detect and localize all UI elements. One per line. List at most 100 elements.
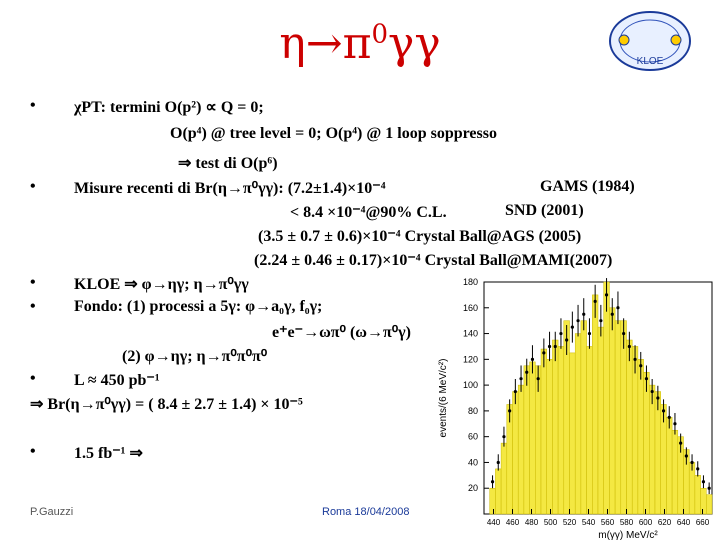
- data-point: [661, 409, 666, 413]
- bullet-2: •: [30, 178, 36, 195]
- line-fondo2: (2) φ→ηγ; η→π⁰π⁰π⁰: [122, 348, 268, 365]
- bullet-6: •: [30, 443, 36, 460]
- y-tick-label: 140: [463, 329, 478, 339]
- data-point: [496, 460, 500, 465]
- data-point: [639, 364, 643, 368]
- histogram-bar: [495, 468, 502, 515]
- data-point: [519, 377, 523, 381]
- bullet-4: •: [30, 298, 36, 315]
- line-cb-mami: (2.24 ± 0.46 ± 0.17)×10⁻⁴ Crystal Ball@M…: [254, 252, 613, 269]
- histogram-bar: [489, 487, 496, 515]
- x-tick-label: 600: [639, 518, 653, 527]
- histogram-bar: [540, 348, 547, 515]
- y-tick-label: 100: [463, 380, 478, 390]
- line-br-result: ⇒ Br(η→π⁰γγ) = ( 8.4 ± 2.7 ± 1.4) × 10⁻⁵: [30, 396, 303, 413]
- line-snd: SND (2001): [505, 202, 584, 219]
- data-point: [582, 312, 586, 316]
- data-point: [622, 331, 626, 336]
- data-point: [679, 441, 683, 445]
- histogram-bar: [546, 359, 553, 515]
- histogram-bar: [569, 352, 576, 515]
- x-tick-label: 520: [563, 518, 577, 527]
- x-axis-label: m(γγ) MeV/c²: [598, 530, 658, 540]
- x-tick-label: 540: [582, 518, 596, 527]
- data-point: [616, 306, 620, 310]
- data-point: [701, 480, 706, 484]
- line-op4: O(p⁴) @ tree level = 0; O(p⁴) @ 1 loop s…: [170, 125, 497, 142]
- bullet-1: •: [30, 97, 36, 114]
- x-tick-label: 500: [544, 518, 558, 527]
- histogram-bar: [523, 365, 530, 515]
- histogram-bar: [649, 384, 656, 515]
- data-point: [559, 331, 563, 336]
- data-point: [627, 344, 631, 349]
- data-point: [547, 344, 552, 349]
- y-tick-label: 80: [468, 406, 478, 416]
- histogram-bar: [592, 294, 599, 515]
- line-future: 1.5 fb⁻¹ ⇒: [74, 445, 143, 462]
- kloe-logo: KLOE: [609, 11, 691, 71]
- histogram-bar: [552, 339, 559, 515]
- data-point: [656, 396, 660, 400]
- x-tick-label: 460: [506, 518, 520, 527]
- x-tick-label: 560: [601, 518, 615, 527]
- data-point: [610, 312, 614, 316]
- line-chipt: χPT: termini O(p²) ∝ Q = 0;: [74, 99, 264, 116]
- data-point: [650, 389, 654, 394]
- y-axis-label: events/(6 MeV/c²): [438, 359, 449, 438]
- data-point: [502, 435, 506, 439]
- y-tick-label: 120: [463, 354, 478, 364]
- line-test: ⇒ test di O(p⁶): [178, 155, 278, 172]
- data-point: [633, 357, 637, 361]
- histogram-bar: [557, 346, 565, 515]
- logo-text: KLOE: [637, 56, 664, 67]
- data-point: [604, 293, 609, 297]
- histogram-bar: [603, 281, 610, 515]
- footer-date: Roma 18/04/2008: [322, 506, 410, 518]
- data-point: [508, 409, 512, 413]
- y-tick-label: 60: [468, 432, 478, 442]
- x-tick-label: 440: [487, 518, 501, 527]
- histogram-bar: [637, 359, 644, 515]
- histogram-bar: [620, 320, 627, 515]
- y-tick-label: 20: [468, 483, 478, 493]
- footer-author: P.Gauzzi: [30, 506, 74, 518]
- data-point: [553, 344, 557, 349]
- data-point: [667, 415, 671, 419]
- data-point: [696, 467, 700, 471]
- line-fondo: Fondo: (1) processi a 5γ: φ→a₀γ, f₀γ;: [74, 298, 323, 315]
- line-gams: GAMS (1984): [540, 178, 635, 195]
- line-lumi: L ≈ 450 pb⁻¹: [74, 372, 160, 389]
- data-point: [587, 331, 592, 336]
- data-point: [570, 325, 574, 329]
- histogram-bar: [626, 339, 633, 515]
- x-tick-label: 660: [696, 518, 710, 527]
- bullet-3: •: [30, 274, 36, 291]
- line-misure: Misure recenti di Br(η→π⁰γγ): (7.2±1.4)×…: [74, 180, 386, 197]
- data-point: [690, 460, 694, 465]
- x-tick-label: 640: [677, 518, 691, 527]
- data-point: [576, 319, 580, 323]
- histogram-bar: [706, 494, 713, 515]
- data-point: [542, 351, 546, 355]
- x-tick-label: 580: [620, 518, 634, 527]
- histogram-bar: [529, 361, 536, 515]
- data-point: [593, 299, 597, 303]
- histogram-bar: [694, 475, 701, 515]
- bullet-5: •: [30, 370, 36, 387]
- line-cb-ags: (3.5 ± 0.7 ± 0.6)×10⁻⁴ Crystal Ball@AGS …: [258, 228, 582, 245]
- histogram-bar: [574, 333, 582, 515]
- x-tick-label: 620: [658, 518, 672, 527]
- histogram-bar: [700, 487, 707, 515]
- x-tick-label: 480: [525, 518, 539, 527]
- line-snd-value: < 8.4 ×10⁻⁴@90% C.L.: [290, 204, 447, 221]
- histogram-bar: [586, 346, 593, 515]
- histogram-bar: [597, 326, 604, 515]
- data-point: [684, 454, 688, 458]
- histogram-bar: [512, 391, 519, 515]
- data-point: [513, 389, 517, 394]
- data-point: [530, 357, 535, 361]
- mass-histogram: 20 40 60 80 100 120 140 160 180 440 460 480 500 520 54…: [438, 277, 713, 540]
- histogram-bar: [609, 307, 616, 515]
- y-tick-label: 40: [468, 457, 478, 467]
